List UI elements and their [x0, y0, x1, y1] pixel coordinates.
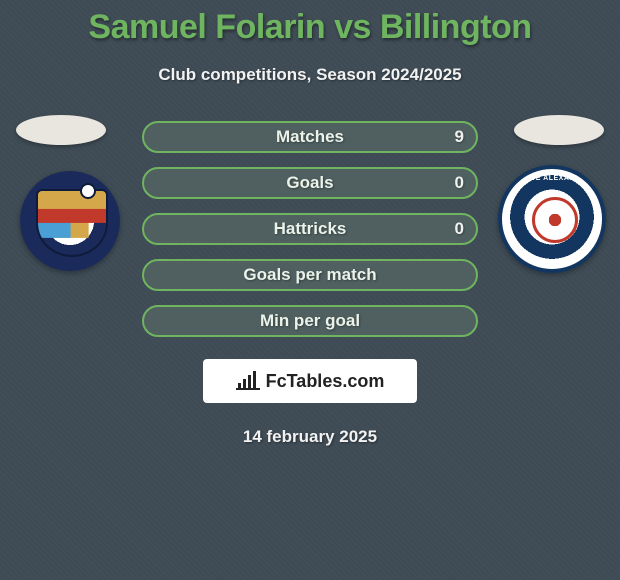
stat-label: Matches [276, 127, 344, 147]
club-crest-right-art [498, 165, 606, 273]
stat-label: Hattricks [274, 219, 347, 239]
infographic-card: Samuel Folarin vs Billington Club compet… [0, 0, 620, 580]
stat-right-value: 0 [455, 173, 464, 193]
stat-row-hattricks: Hattricks 0 [142, 213, 478, 245]
stat-label: Min per goal [260, 311, 360, 331]
club-crest-left [20, 171, 120, 271]
subtitle: Club competitions, Season 2024/2025 [0, 65, 620, 85]
page-title: Samuel Folarin vs Billington [0, 8, 620, 47]
stat-right-value: 9 [455, 127, 464, 147]
club-crest-left-art [20, 171, 120, 271]
brand-label: FcTables.com [266, 371, 385, 392]
stat-label: Goals [286, 173, 333, 193]
player-photo-right [514, 115, 604, 145]
stat-right-value: 0 [455, 219, 464, 239]
stat-row-min-per-goal: Min per goal [142, 305, 478, 337]
club-crest-right [498, 165, 606, 273]
brand-badge: FcTables.com [203, 359, 417, 403]
player-photo-left [16, 115, 106, 145]
date-label: 14 february 2025 [0, 427, 620, 447]
stat-label: Goals per match [243, 265, 376, 285]
stat-row-goals-per-match: Goals per match [142, 259, 478, 291]
stat-row-matches: Matches 9 [142, 121, 478, 153]
stat-rows: Matches 9 Goals 0 Hattricks 0 Goals per … [142, 121, 478, 337]
stat-row-goals: Goals 0 [142, 167, 478, 199]
comparison-panel: Matches 9 Goals 0 Hattricks 0 Goals per … [0, 121, 620, 447]
bar-chart-icon [236, 371, 260, 391]
